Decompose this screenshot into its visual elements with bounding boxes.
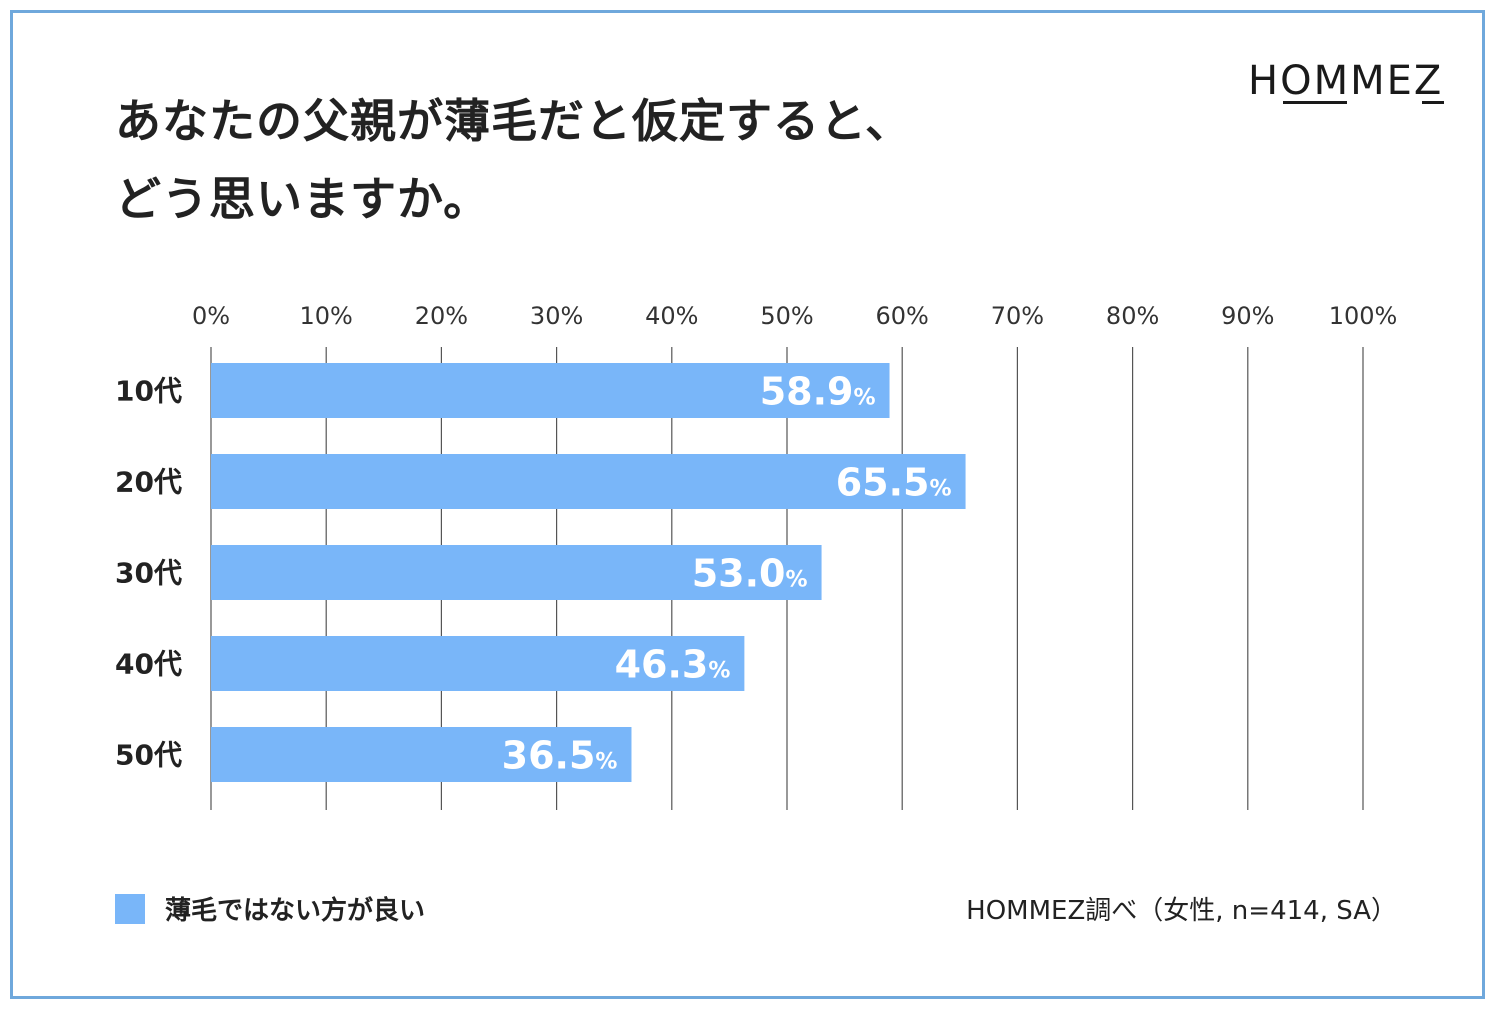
category-label: 50代	[115, 739, 182, 772]
x-tick-label: 90%	[1221, 302, 1274, 330]
x-tick-label: 50%	[760, 302, 813, 330]
chart-frame	[10, 10, 1485, 999]
x-tick-label: 70%	[991, 302, 1044, 330]
bar	[211, 636, 745, 691]
bar	[211, 363, 890, 418]
title-line-1: あなたの父親が薄毛だと仮定すると、	[115, 94, 913, 148]
hommez-logo: HOMMEZ	[1248, 58, 1444, 104]
value-number: 46.3	[615, 643, 709, 687]
value-number: 65.5	[836, 461, 930, 505]
x-tick-label: 60%	[876, 302, 929, 330]
bar	[211, 545, 822, 600]
category-label: 30代	[115, 557, 182, 590]
x-tick-label: 100%	[1329, 302, 1398, 330]
value-unit: %	[930, 477, 952, 502]
category-label: 40代	[115, 648, 182, 681]
value-unit: %	[595, 750, 617, 775]
legend-swatch	[115, 893, 145, 924]
category-label: 20代	[115, 466, 182, 499]
value-number: 58.9	[760, 370, 854, 414]
x-tick-label: 30%	[530, 302, 583, 330]
bar	[211, 727, 632, 782]
value-label: 36.5%	[502, 734, 618, 778]
chart-title: あなたの父親が薄毛だと仮定すると、 どう思いますか。	[115, 82, 912, 238]
value-number: 36.5	[502, 734, 596, 778]
logo-underline-z	[1422, 101, 1444, 104]
value-label: 58.9%	[760, 370, 876, 414]
x-tick-label: 80%	[1106, 302, 1159, 330]
x-tick-label: 40%	[645, 302, 698, 330]
legend: 薄毛ではない方が良い	[115, 890, 425, 927]
x-tick-label: 10%	[300, 302, 353, 330]
x-tick-label: 20%	[415, 302, 468, 330]
value-label: 46.3%	[615, 643, 731, 687]
value-label: 65.5%	[836, 461, 952, 505]
legend-label: 薄毛ではない方が良い	[165, 896, 426, 926]
x-tick-label: 0%	[192, 302, 230, 330]
bar	[211, 454, 966, 509]
source-note: HOMMEZ調べ（女性, n=414, SA）	[966, 896, 1397, 926]
value-unit: %	[786, 568, 808, 593]
title-line-2: どう思いますか。	[115, 172, 491, 226]
logo-underline	[1283, 101, 1347, 104]
value-number: 53.0	[692, 552, 786, 596]
value-unit: %	[853, 386, 875, 411]
value-label: 53.0%	[692, 552, 808, 596]
category-label: 10代	[115, 375, 182, 408]
value-unit: %	[708, 659, 730, 684]
